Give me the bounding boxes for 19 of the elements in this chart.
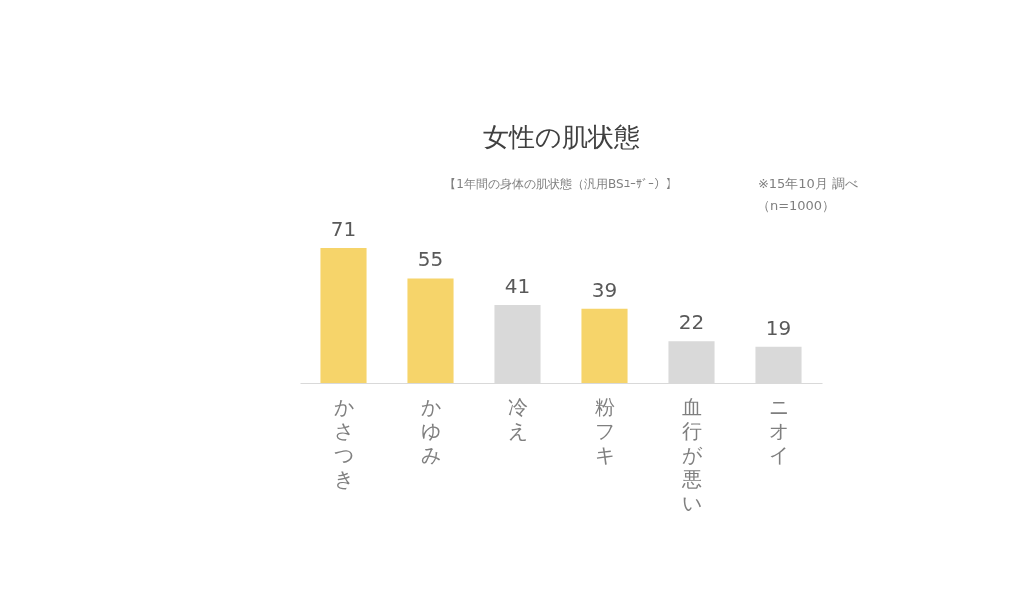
data-label: 55	[417, 247, 444, 272]
chart-subtitle: 【1年間の身体の肌状態（汎用BSﾕｰｻﾞｰ）】	[444, 177, 678, 191]
data-label: 19	[765, 315, 792, 340]
data-label: 71	[330, 217, 357, 241]
x-tick-label: 血行が悪い	[680, 394, 703, 515]
chart-title: 女性の肌状態	[482, 122, 640, 152]
data-label: 22	[678, 310, 705, 335]
data-label: 41	[504, 274, 531, 299]
x-tick-label: ニオイ	[768, 394, 789, 467]
data-label: 39	[591, 277, 618, 302]
text: ※15年10月 調べ	[757, 176, 858, 191]
x-tick-label: 冷え	[507, 394, 528, 443]
x-tick-label: かゆみ	[420, 394, 441, 467]
text: （n=1000）	[756, 198, 836, 213]
bar	[407, 278, 454, 383]
x-tick-label: かさつき	[333, 394, 354, 491]
bar	[320, 248, 367, 383]
x-tick-label: 粉フキ	[594, 394, 615, 467]
bar	[581, 308, 628, 383]
